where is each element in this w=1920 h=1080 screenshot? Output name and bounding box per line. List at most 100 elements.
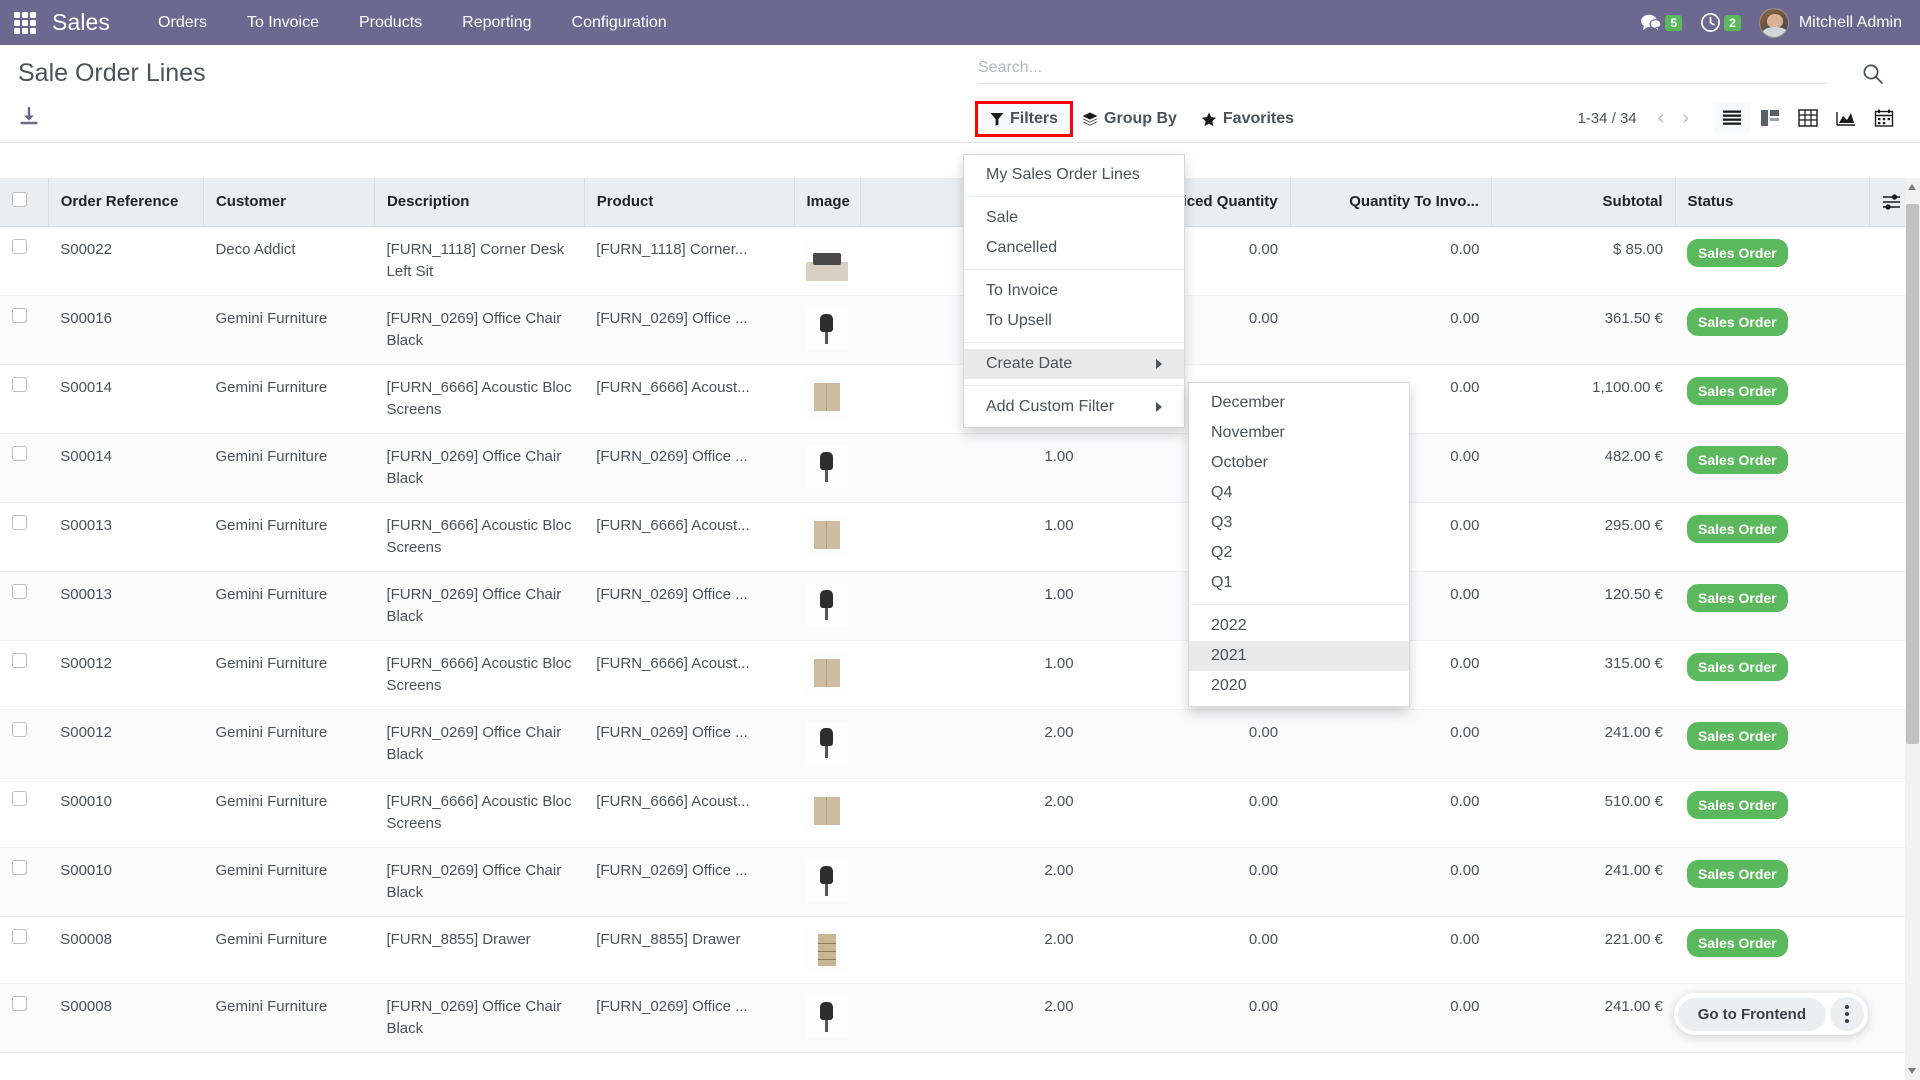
row-select-cell[interactable] — [0, 983, 49, 1053]
menu-item-reporting[interactable]: Reporting — [462, 13, 532, 31]
create-date-option-q3[interactable]: Q3 — [1211, 514, 1233, 531]
filter-menu-item-create-date[interactable]: Create Date — [964, 349, 1184, 379]
table-row[interactable]: S00016 Gemini Furniture [FURN_0269] Office… — [0, 295, 1920, 365]
menu-item-products[interactable]: Products — [359, 13, 423, 31]
header-quantity-to-invoice[interactable]: Quantity To Invo... — [1290, 178, 1492, 227]
table-row[interactable]: S00010 Gemini Furniture [FURN_0269] Office… — [0, 847, 1920, 917]
table-row[interactable]: S00010 Gemini Furniture [FURN_6666] Acoust… — [0, 778, 1920, 848]
cell-customer: Deco Addict — [203, 226, 375, 296]
table-row[interactable]: S00022 Deco Addict [FURN_1118] Corner Desk… — [0, 226, 1920, 296]
view-kanban-button[interactable] — [1752, 102, 1788, 134]
search-icon[interactable] — [1862, 63, 1884, 85]
row-checkbox[interactable] — [12, 995, 27, 1011]
row-select-cell[interactable] — [0, 502, 49, 572]
search-view[interactable]: Search... — [978, 59, 1826, 84]
cell-description: [FURN_6666] Acoustic Bloc Screens — [374, 640, 585, 710]
user-menu[interactable]: Mitchell Admin — [1758, 7, 1902, 38]
scroll-up-arrow-icon[interactable] — [1908, 184, 1916, 190]
view-pivot-button[interactable] — [1790, 102, 1826, 134]
row-select-cell[interactable] — [0, 916, 49, 984]
row-select-cell[interactable] — [0, 571, 49, 641]
filter-menu-item-to-upsell[interactable]: To Upsell — [964, 306, 1184, 336]
row-checkbox[interactable] — [12, 514, 27, 530]
app-brand-sales[interactable]: Sales — [52, 9, 111, 35]
row-checkbox[interactable] — [12, 652, 27, 668]
row-select-cell[interactable] — [0, 433, 49, 503]
view-list-button[interactable] — [1714, 102, 1750, 134]
row-select-cell[interactable] — [0, 640, 49, 710]
group-by-button[interactable]: Group By — [1070, 104, 1189, 134]
column-settings-icon[interactable] — [1882, 193, 1901, 210]
activities-button[interactable]: 2 — [1700, 12, 1741, 33]
create-date-option-q2[interactable]: Q2 — [1211, 544, 1233, 561]
row-checkbox[interactable] — [12, 238, 27, 254]
view-graph-button[interactable] — [1828, 102, 1864, 134]
header-select-all[interactable] — [0, 178, 49, 227]
vertical-scrollbar[interactable] — [1905, 178, 1920, 1080]
apps-grid-icon[interactable] — [12, 10, 38, 36]
header-image[interactable]: Image — [794, 178, 861, 227]
go-to-frontend-button[interactable]: Go to Frontend — [1677, 997, 1826, 1031]
row-checkbox[interactable] — [12, 445, 27, 461]
frontend-more-menu-button[interactable] — [1830, 997, 1864, 1031]
cell-product: [FURN_6666] Acoust... — [584, 778, 794, 848]
row-checkbox[interactable] — [12, 721, 27, 737]
cell-image — [794, 571, 861, 641]
header-product[interactable]: Product — [584, 178, 795, 227]
row-checkbox[interactable] — [12, 928, 27, 944]
create-date-option-q1[interactable]: Q1 — [1211, 574, 1233, 591]
table-row[interactable]: S00008 Gemini Furniture [FURN_8855] Drawer… — [0, 916, 1920, 984]
search-input[interactable]: Search... — [978, 59, 1043, 76]
table-row[interactable]: S00008 Gemini Furniture [FURN_0269] Office… — [0, 983, 1920, 1053]
row-checkbox[interactable] — [12, 376, 27, 392]
create-date-year-2020[interactable]: 2020 — [1211, 677, 1247, 694]
favorites-button[interactable]: Favorites — [1189, 104, 1306, 134]
filter-menu-item-my-sales-order-lines[interactable]: My Sales Order Lines — [964, 160, 1184, 190]
filter-menu-item-to-invoice[interactable]: To Invoice — [964, 276, 1184, 306]
row-checkbox[interactable] — [12, 790, 27, 806]
create-date-option-november[interactable]: November — [1211, 424, 1285, 441]
create-date-option-q4[interactable]: Q4 — [1211, 484, 1233, 501]
create-date-year-2021[interactable]: 2021 — [1189, 641, 1409, 671]
select-all-checkbox[interactable] — [12, 192, 27, 208]
pager-next-button[interactable]: › — [1682, 106, 1689, 129]
row-checkbox[interactable] — [12, 307, 27, 323]
view-calendar-button[interactable] — [1866, 102, 1902, 134]
table-row[interactable]: S00012 Gemini Furniture [FURN_0269] Office… — [0, 709, 1920, 779]
create-date-option-october[interactable]: October — [1211, 454, 1268, 471]
menu-item-orders[interactable]: Orders — [158, 13, 207, 31]
row-checkbox[interactable] — [12, 859, 27, 875]
cell-customer: Gemini Furniture — [203, 502, 375, 572]
row-select-cell[interactable] — [0, 226, 49, 296]
filters-button[interactable]: Filters — [974, 101, 1074, 137]
table-row[interactable]: S00013 Gemini Furniture [FURN_6666] Acoust… — [0, 502, 1920, 572]
scroll-down-arrow-icon[interactable] — [1908, 1068, 1916, 1074]
row-select-cell[interactable] — [0, 709, 49, 779]
filter-menu-item-add-custom-filter[interactable]: Add Custom Filter — [964, 392, 1184, 422]
row-select-cell[interactable] — [0, 847, 49, 917]
row-checkbox[interactable] — [12, 583, 27, 599]
row-select-cell[interactable] — [0, 364, 49, 434]
filter-menu-item-sale[interactable]: Sale — [964, 203, 1184, 233]
table-row[interactable]: S00014 Gemini Furniture [FURN_0269] Office… — [0, 433, 1920, 503]
row-select-cell[interactable] — [0, 778, 49, 848]
create-date-option-december[interactable]: December — [1211, 394, 1285, 411]
header-subtotal[interactable]: Subtotal — [1491, 178, 1676, 227]
export-button[interactable] — [18, 104, 46, 130]
header-status[interactable]: Status — [1675, 178, 1870, 227]
scrollbar-thumb[interactable] — [1906, 204, 1919, 744]
menu-item-configuration[interactable]: Configuration — [571, 13, 667, 31]
create-date-year-2022[interactable]: 2022 — [1211, 617, 1247, 634]
row-select-cell[interactable] — [0, 295, 49, 365]
filter-menu-item-cancelled[interactable]: Cancelled — [964, 233, 1184, 263]
messages-button[interactable]: 5 — [1640, 13, 1683, 33]
table-row[interactable]: S00012 Gemini Furniture [FURN_6666] Acoust… — [0, 640, 1920, 710]
header-customer[interactable]: Customer — [203, 178, 375, 227]
table-row[interactable]: S00013 Gemini Furniture [FURN_0269] Office… — [0, 571, 1920, 641]
pager-previous-button[interactable]: ‹ — [1657, 106, 1665, 129]
header-description[interactable]: Description — [374, 178, 585, 227]
cell-description: [FURN_0269] Office Chair Black — [374, 983, 585, 1053]
menu-item-to-invoice[interactable]: To Invoice — [246, 13, 319, 31]
header-order-reference[interactable]: Order Reference — [48, 178, 204, 227]
table-row[interactable]: S00014 Gemini Furniture [FURN_6666] Acoust… — [0, 364, 1920, 434]
